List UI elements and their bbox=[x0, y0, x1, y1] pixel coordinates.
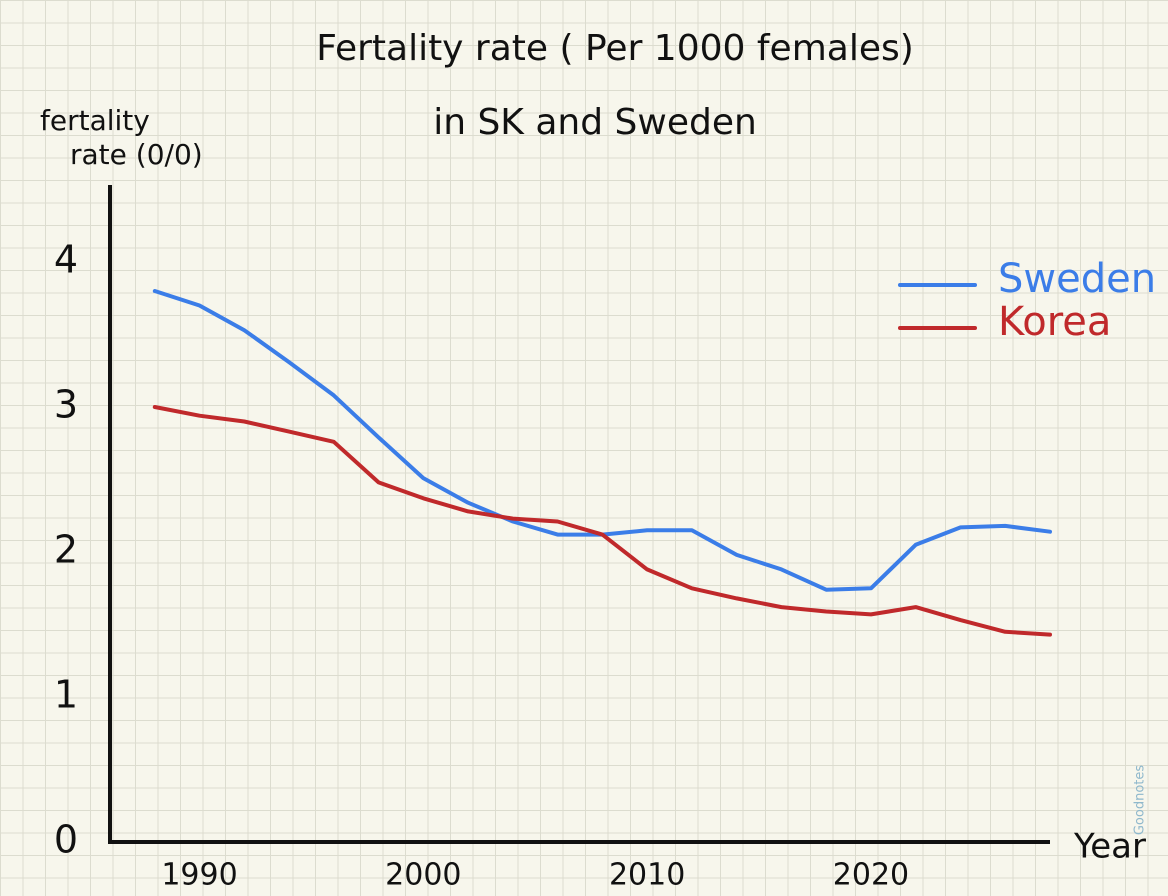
chart-subtitle: in SK and Sweden bbox=[433, 102, 757, 143]
x-tick-label: 2020 bbox=[833, 858, 909, 893]
y-axis-label: fertality bbox=[40, 104, 150, 137]
y-tick-label: 2 bbox=[54, 528, 78, 572]
chart-title: Fertality rate ( Per 1000 females) bbox=[316, 28, 914, 69]
x-tick-label: 2000 bbox=[385, 858, 461, 893]
watermark: Goodnotes bbox=[1133, 765, 1148, 836]
line-series bbox=[152, 289, 1052, 592]
line-series bbox=[152, 405, 1052, 637]
x-axis-label: Year bbox=[1073, 827, 1146, 867]
legend-label: Sweden bbox=[998, 256, 1156, 302]
x-tick-label: 2010 bbox=[609, 858, 685, 893]
y-tick-label: 0 bbox=[54, 818, 78, 862]
y-tick-label: 1 bbox=[54, 673, 78, 717]
y-tick-label: 4 bbox=[54, 238, 78, 282]
y-tick-label: 3 bbox=[54, 383, 78, 427]
x-tick-label: 1990 bbox=[161, 858, 237, 893]
y-axis-label: rate (0/0) bbox=[70, 138, 203, 171]
legend-label: Korea bbox=[998, 299, 1111, 345]
